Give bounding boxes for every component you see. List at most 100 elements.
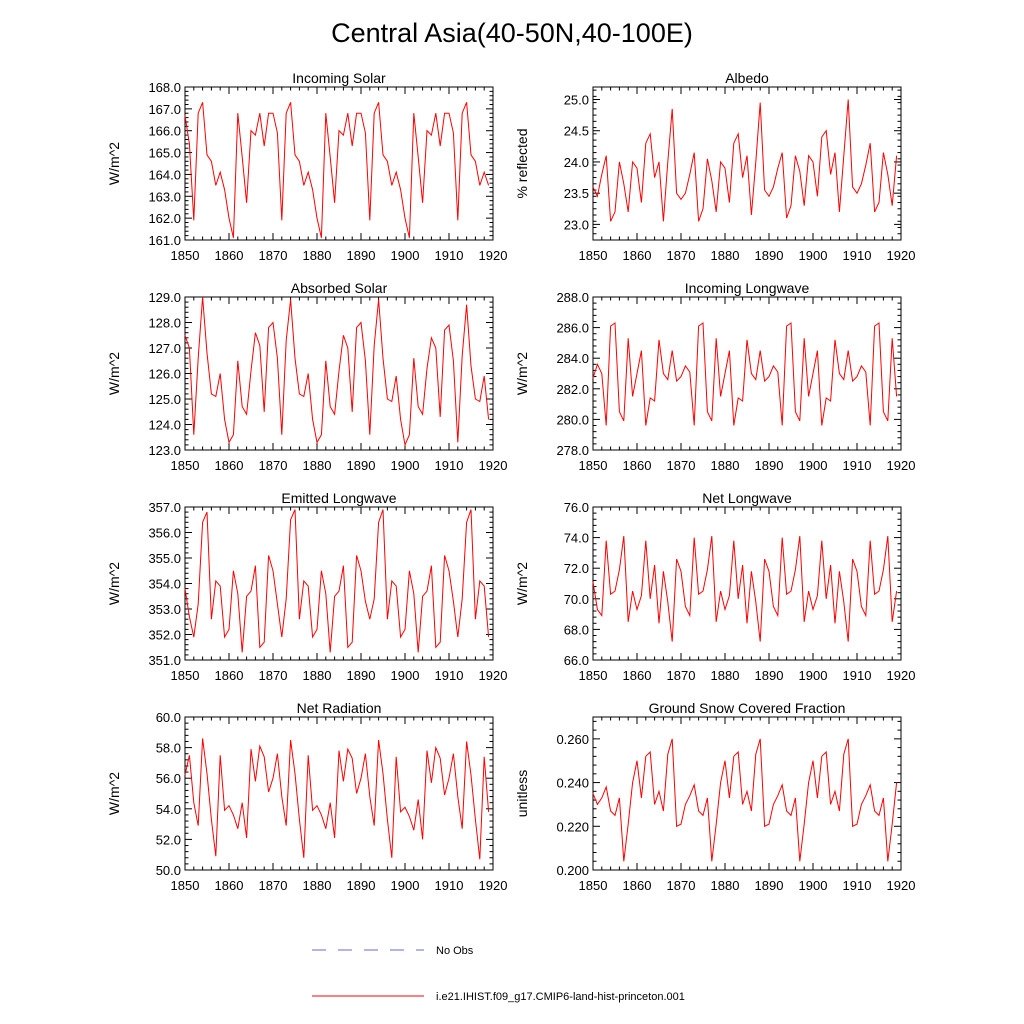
y-tick-label: 54.0 [156, 802, 181, 817]
y-tick-label: 76.0 [564, 500, 589, 515]
y-tick-label: 282.0 [556, 382, 589, 397]
x-tick-label: 1880 [711, 878, 740, 893]
x-tick-label: 1870 [667, 668, 696, 683]
x-tick-label: 1850 [171, 878, 200, 893]
y-tick-label: 355.0 [148, 551, 181, 566]
x-tick-label: 1850 [171, 248, 200, 263]
x-tick-label: 1850 [579, 668, 608, 683]
panel-title: Emitted Longwave [281, 490, 396, 506]
y-tick-label: 123.0 [148, 443, 181, 458]
y-tick-label: 25.0 [564, 92, 589, 107]
y-tick-label: 52.0 [156, 832, 181, 847]
y-tick-label: 50.0 [156, 863, 181, 878]
series-line [592, 99, 898, 222]
x-tick-label: 1890 [755, 248, 784, 263]
x-tick-label: 1890 [755, 668, 784, 683]
x-tick-label: 1900 [799, 668, 828, 683]
y-tick-label: 125.0 [148, 392, 181, 407]
panel-title: Incoming Solar [292, 70, 386, 86]
x-tick-label: 1920 [887, 248, 916, 263]
legend: No Obs i.e21.IHIST.f09_g17.CMIP6-land-hi… [312, 945, 685, 1003]
y-axis-label: unitless [514, 770, 530, 817]
y-tick-label: 351.0 [148, 653, 181, 668]
y-axis-label: W/m^2 [106, 142, 122, 185]
x-tick-label: 1910 [843, 458, 872, 473]
x-tick-label: 1910 [435, 248, 464, 263]
x-tick-label: 1870 [667, 458, 696, 473]
y-tick-label: 56.0 [156, 771, 181, 786]
y-tick-label: 128.0 [148, 316, 181, 331]
x-tick-label: 1870 [259, 878, 288, 893]
y-tick-label: 68.0 [564, 622, 589, 637]
x-tick-label: 1900 [799, 458, 828, 473]
series-line [592, 322, 898, 426]
y-tick-label: 286.0 [556, 321, 589, 336]
x-tick-label: 1890 [347, 878, 376, 893]
y-tick-label: 288.0 [556, 290, 589, 305]
x-tick-label: 1850 [171, 458, 200, 473]
y-tick-label: 165.0 [148, 146, 181, 161]
x-tick-label: 1900 [799, 878, 828, 893]
y-tick-label: 23.0 [564, 217, 589, 232]
x-tick-label: 1900 [391, 878, 420, 893]
y-tick-label: 0.200 [556, 863, 589, 878]
y-tick-label: 58.0 [156, 741, 181, 756]
x-tick-label: 1920 [479, 458, 508, 473]
x-tick-label: 1910 [843, 668, 872, 683]
x-tick-label: 1850 [171, 668, 200, 683]
x-tick-label: 1850 [579, 458, 608, 473]
series-line [184, 738, 490, 860]
y-tick-label: 352.0 [148, 628, 181, 643]
x-tick-label: 1880 [303, 668, 332, 683]
panel-title: Albedo [725, 70, 769, 86]
x-tick-label: 1920 [887, 458, 916, 473]
panel-title: Ground Snow Covered Fraction [649, 700, 846, 716]
chart-panel: Net Radiation W/m^2 1850 1860 1870 1880 1890 19… [106, 700, 507, 893]
y-tick-label: 24.5 [564, 124, 589, 139]
y-tick-label: 162.0 [148, 211, 181, 226]
y-tick-label: 72.0 [564, 561, 589, 576]
plot-frame [592, 506, 902, 661]
y-axis-label: W/m^2 [106, 772, 122, 815]
chart-panel: Incoming Solar W/m^2 1850 1860 1870 1880 1890 1… [106, 70, 507, 263]
chart-panel: Emitted Longwave W/m^2 1850 1860 1870 1880 189… [106, 490, 507, 683]
x-tick-label: 1900 [391, 668, 420, 683]
y-tick-label: 0.220 [556, 819, 589, 834]
plot-frame [184, 86, 494, 241]
x-tick-label: 1890 [347, 458, 376, 473]
chart-panel: Net Longwave W/m^2 1850 1860 1870 1880 1890 190… [514, 490, 915, 683]
x-tick-label: 1920 [479, 668, 508, 683]
y-axis-label: W/m^2 [514, 562, 530, 605]
panel-title: Incoming Longwave [685, 280, 810, 296]
y-tick-label: 353.0 [148, 602, 181, 617]
x-tick-label: 1870 [259, 668, 288, 683]
y-axis-label: W/m^2 [106, 352, 122, 395]
y-axis-label: % reflected [514, 128, 530, 198]
x-tick-label: 1910 [435, 458, 464, 473]
x-tick-label: 1880 [711, 668, 740, 683]
y-tick-label: 164.0 [148, 167, 181, 182]
panel-title: Net Radiation [297, 700, 382, 716]
y-tick-label: 356.0 [148, 526, 181, 541]
y-tick-label: 354.0 [148, 577, 181, 592]
series-line [184, 509, 490, 653]
x-tick-label: 1870 [667, 248, 696, 263]
y-tick-label: 126.0 [148, 367, 181, 382]
y-tick-label: 0.240 [556, 776, 589, 791]
y-tick-label: 66.0 [564, 653, 589, 668]
legend-obs-label: No Obs [436, 945, 474, 957]
x-tick-label: 1850 [579, 248, 608, 263]
panel-grid: Incoming Solar W/m^2 1850 1860 1870 1880 1890 1… [106, 70, 915, 893]
series-line [592, 536, 898, 642]
series-line [592, 738, 898, 862]
x-tick-label: 1880 [711, 248, 740, 263]
plot-frame [592, 296, 902, 451]
x-tick-label: 1860 [215, 458, 244, 473]
x-tick-label: 1900 [391, 248, 420, 263]
x-tick-label: 1860 [623, 668, 652, 683]
y-axis-label: W/m^2 [514, 352, 530, 395]
y-tick-label: 129.0 [148, 290, 181, 305]
y-tick-label: 24.0 [564, 155, 589, 170]
y-axis-label: W/m^2 [106, 562, 122, 605]
